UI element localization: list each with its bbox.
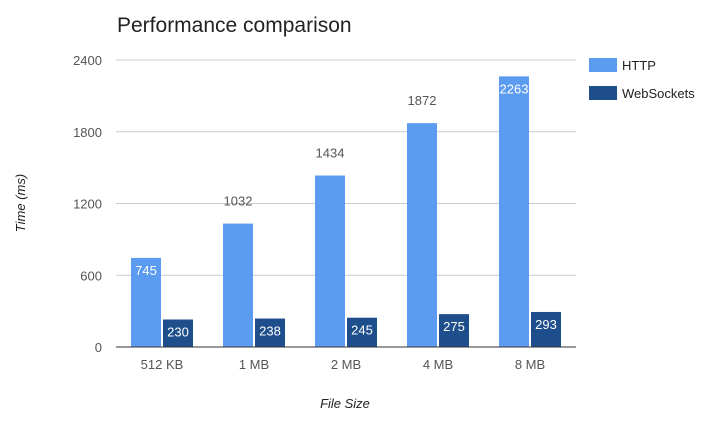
bar-websockets-4 <box>531 311 561 347</box>
x-tick-label: 8 MB <box>515 357 545 372</box>
data-label: 1032 <box>224 194 253 209</box>
data-label: 2263 <box>500 81 529 96</box>
y-tick-label: 1800 <box>73 125 102 140</box>
y-tick-label: 600 <box>80 268 102 283</box>
data-label: 1434 <box>316 146 345 161</box>
bar-http-0 <box>131 257 161 347</box>
x-tick-label: 4 MB <box>423 357 453 372</box>
bars <box>131 76 561 347</box>
legend-swatch-websockets <box>589 86 617 100</box>
bar-http-2 <box>315 175 345 347</box>
y-axis-title: Time (ms) <box>13 174 28 232</box>
x-tick-label: 1 MB <box>239 357 269 372</box>
bar-http-3 <box>407 123 437 347</box>
x-tick-label: 2 MB <box>331 357 361 372</box>
bar-websockets-0 <box>163 319 193 347</box>
x-axis-ticks: 512 KB 1 MB 2 MB 4 MB 8 MB <box>141 357 546 372</box>
bar-websockets-3 <box>439 314 469 347</box>
bar-http-4 <box>499 76 529 347</box>
data-label: 245 <box>351 323 373 338</box>
data-labels: 745 230 1032 238 1434 245 1872 275 2263 293 <box>135 81 557 339</box>
y-tick-label: 2400 <box>73 53 102 68</box>
legend: HTTP WebSockets <box>589 58 695 101</box>
bar-websockets-2 <box>347 317 377 347</box>
data-label: 745 <box>135 263 157 278</box>
y-tick-label: 0 <box>95 340 102 355</box>
data-label: 238 <box>259 324 281 339</box>
legend-label-http: HTTP <box>622 58 656 73</box>
bar-websockets-1 <box>255 318 285 347</box>
x-axis-title: File Size <box>320 396 370 411</box>
y-tick-label: 1200 <box>73 197 102 212</box>
data-label: 230 <box>167 324 189 339</box>
chart-title: Performance comparison <box>117 14 352 37</box>
data-label: 275 <box>443 319 465 334</box>
data-label: 1872 <box>408 93 437 108</box>
x-tick-label: 512 KB <box>141 357 184 372</box>
data-label: 293 <box>535 317 557 332</box>
bar-http-1 <box>223 223 253 347</box>
legend-label-websockets: WebSockets <box>622 86 695 101</box>
legend-swatch-http <box>589 58 617 72</box>
y-axis-ticks: 0 600 1200 1800 2400 <box>73 53 102 355</box>
